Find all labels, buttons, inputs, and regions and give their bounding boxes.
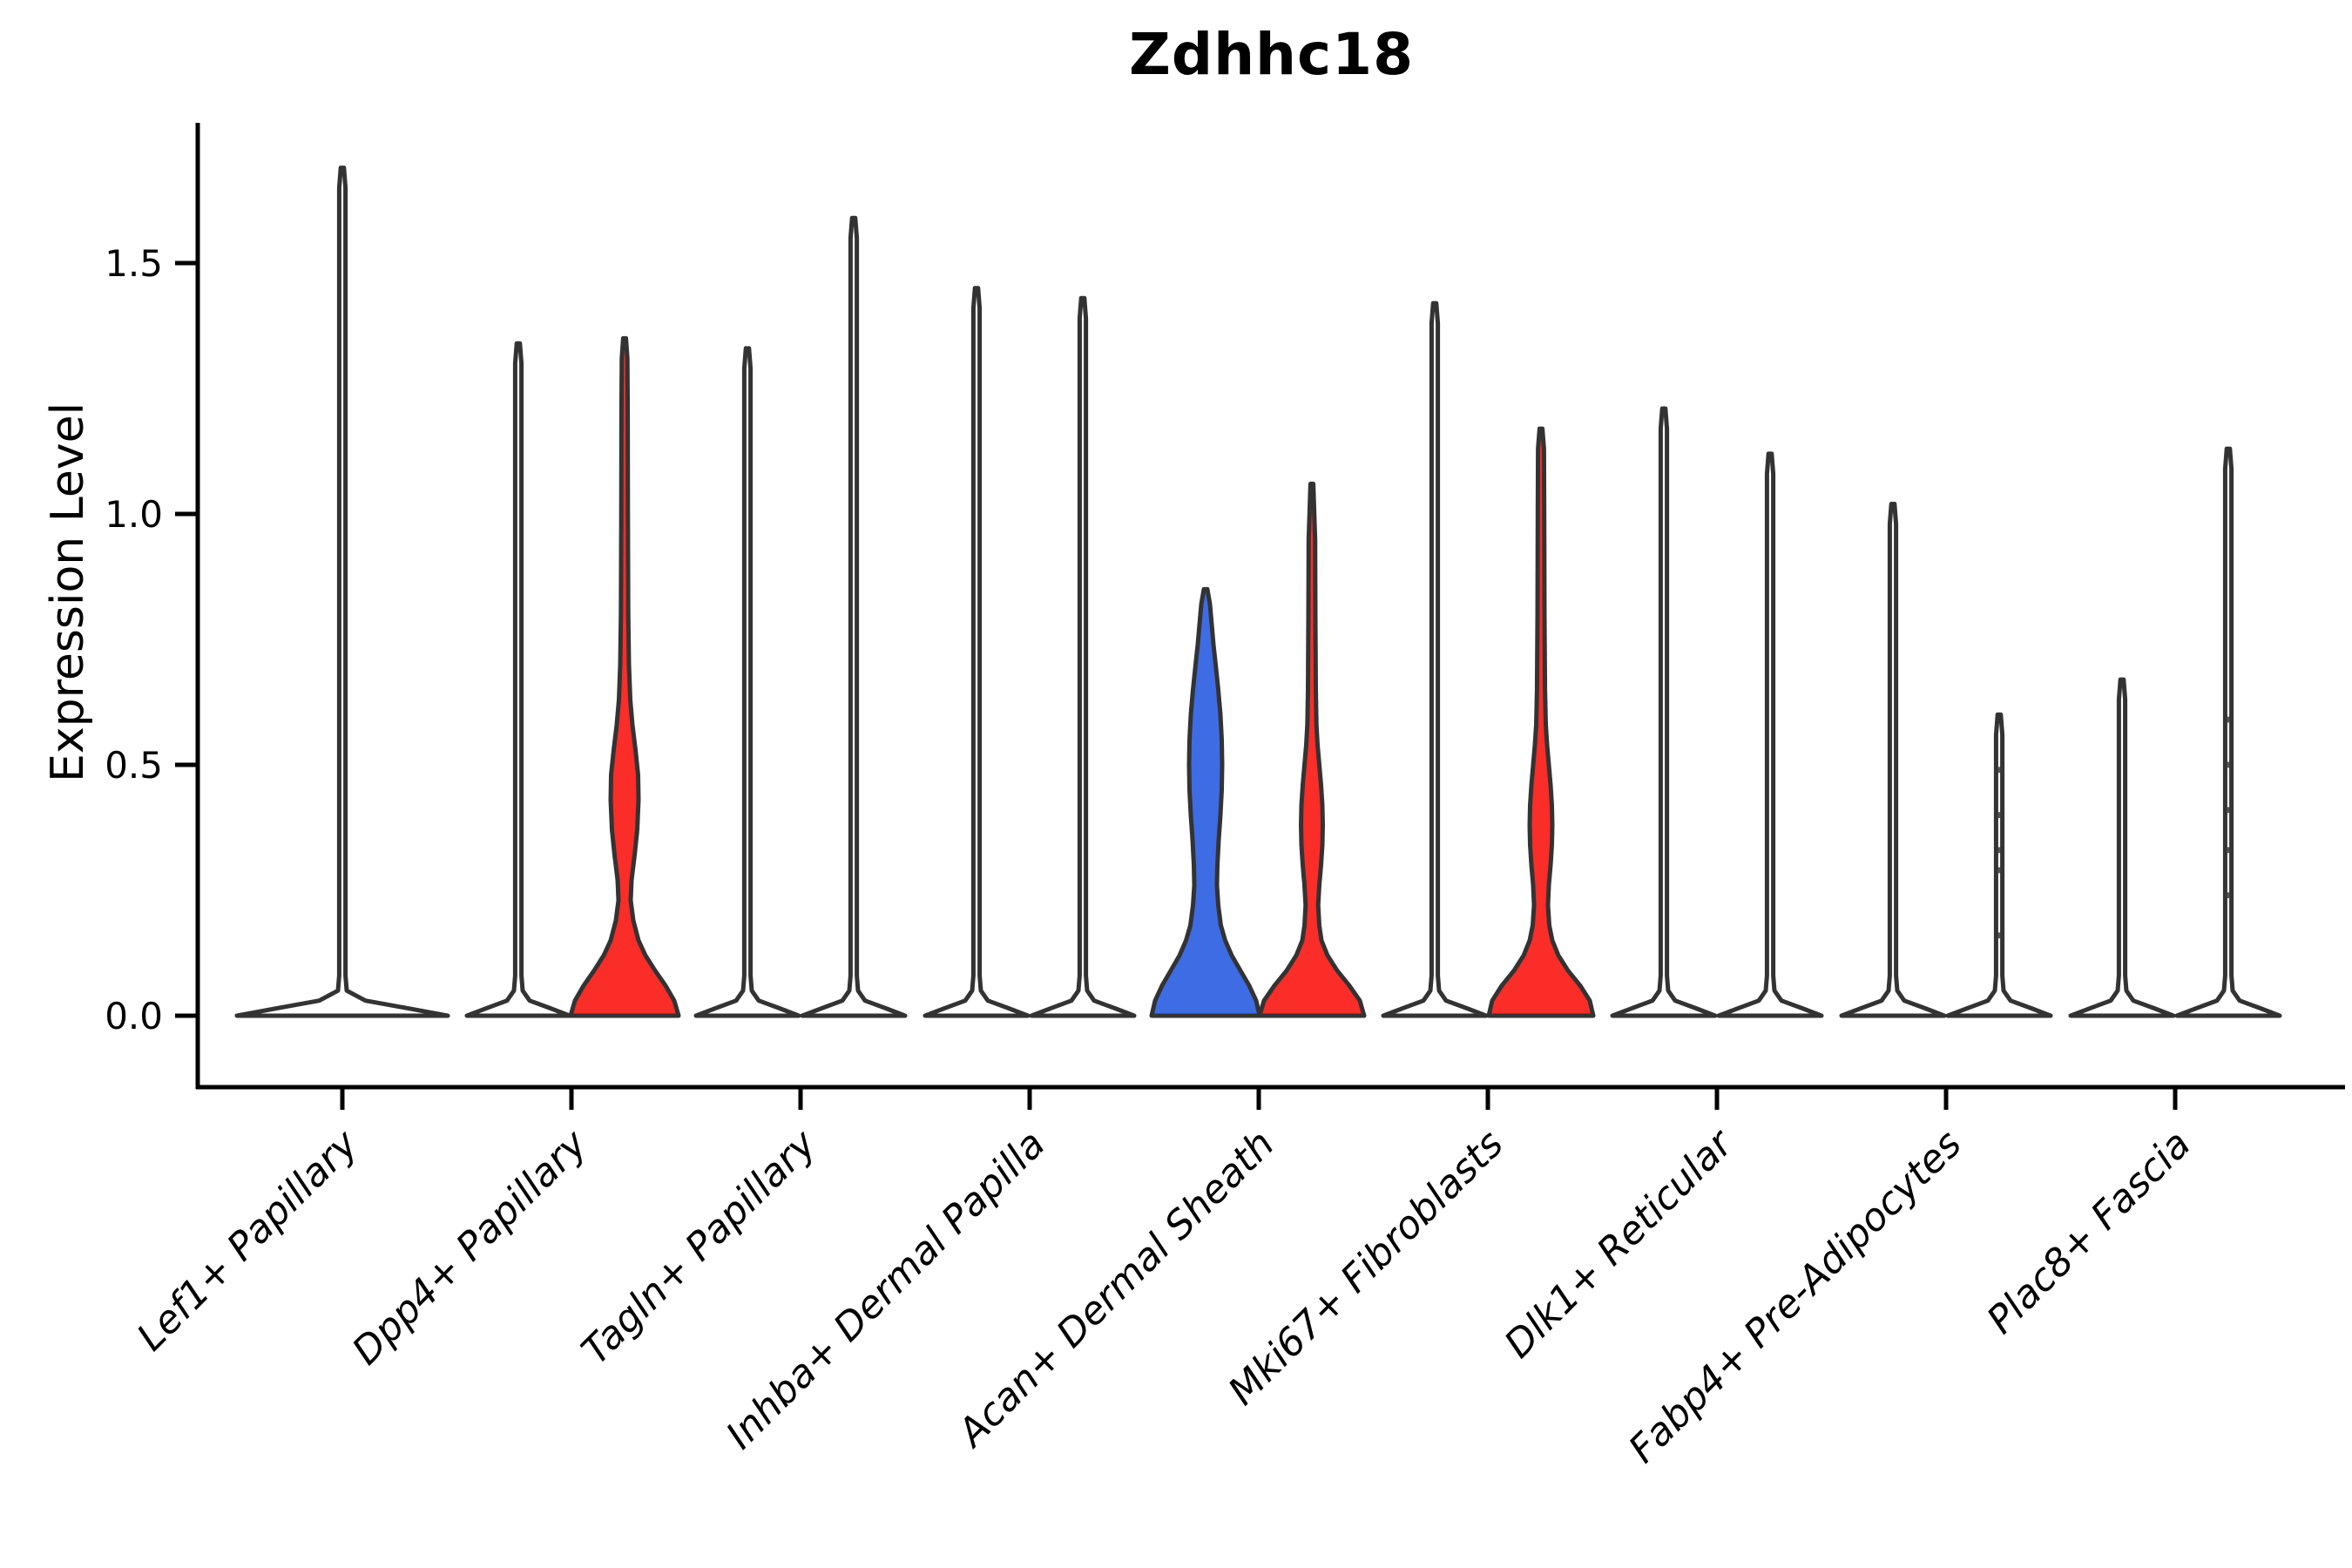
violin-shape (1149, 586, 1262, 1018)
x-tick-label: Dlk1+ Reticular (1496, 1120, 1742, 1367)
cell-point-dot (1996, 812, 2003, 819)
violin-shape (800, 215, 908, 1018)
violin-shape (1945, 712, 2053, 1018)
cell-point-dot (1996, 867, 2003, 874)
y-tick-label: 1.5 (105, 242, 163, 285)
cell-point-dot (2225, 716, 2232, 723)
x-tick-label: Plac8+ Fascia (1978, 1122, 2199, 1342)
cell-point-dot (2225, 892, 2232, 899)
violin-shape (1029, 295, 1137, 1018)
violin-shape (234, 166, 450, 1018)
cell-point-dot (1996, 767, 2003, 774)
cell-point-dot (1996, 932, 2003, 939)
violin-shape (1486, 426, 1596, 1018)
violin-shape (923, 286, 1031, 1018)
y-tick-label: 0.5 (105, 744, 163, 787)
violin-shape (2174, 446, 2282, 1018)
violin-shape (1257, 481, 1367, 1018)
cell-point-dot (2225, 761, 2232, 768)
violin-shape (693, 346, 801, 1018)
violin-shape (568, 335, 681, 1018)
y-tick-label: 1.0 (105, 493, 163, 536)
violin-shape (1839, 502, 1947, 1018)
cell-point-dot (2225, 847, 2232, 854)
x-tick-label: Lef1+ Papillary (129, 1121, 368, 1360)
violin-shape (464, 341, 572, 1018)
x-tick-label: Dpp4+ Papillary (344, 1121, 597, 1374)
cell-point-dot (2225, 807, 2232, 814)
cell-point-dot (1996, 847, 2003, 854)
chart-title: Zdhhc18 (1128, 21, 1415, 88)
violin-shape (1716, 451, 1824, 1018)
y-tick-label: 0.0 (105, 995, 163, 1037)
violin-shape (1381, 301, 1489, 1018)
violin-shape (2068, 677, 2176, 1018)
violin-shape (1610, 406, 1718, 1018)
x-tick-label: Tagln+ Papillary (573, 1121, 825, 1373)
